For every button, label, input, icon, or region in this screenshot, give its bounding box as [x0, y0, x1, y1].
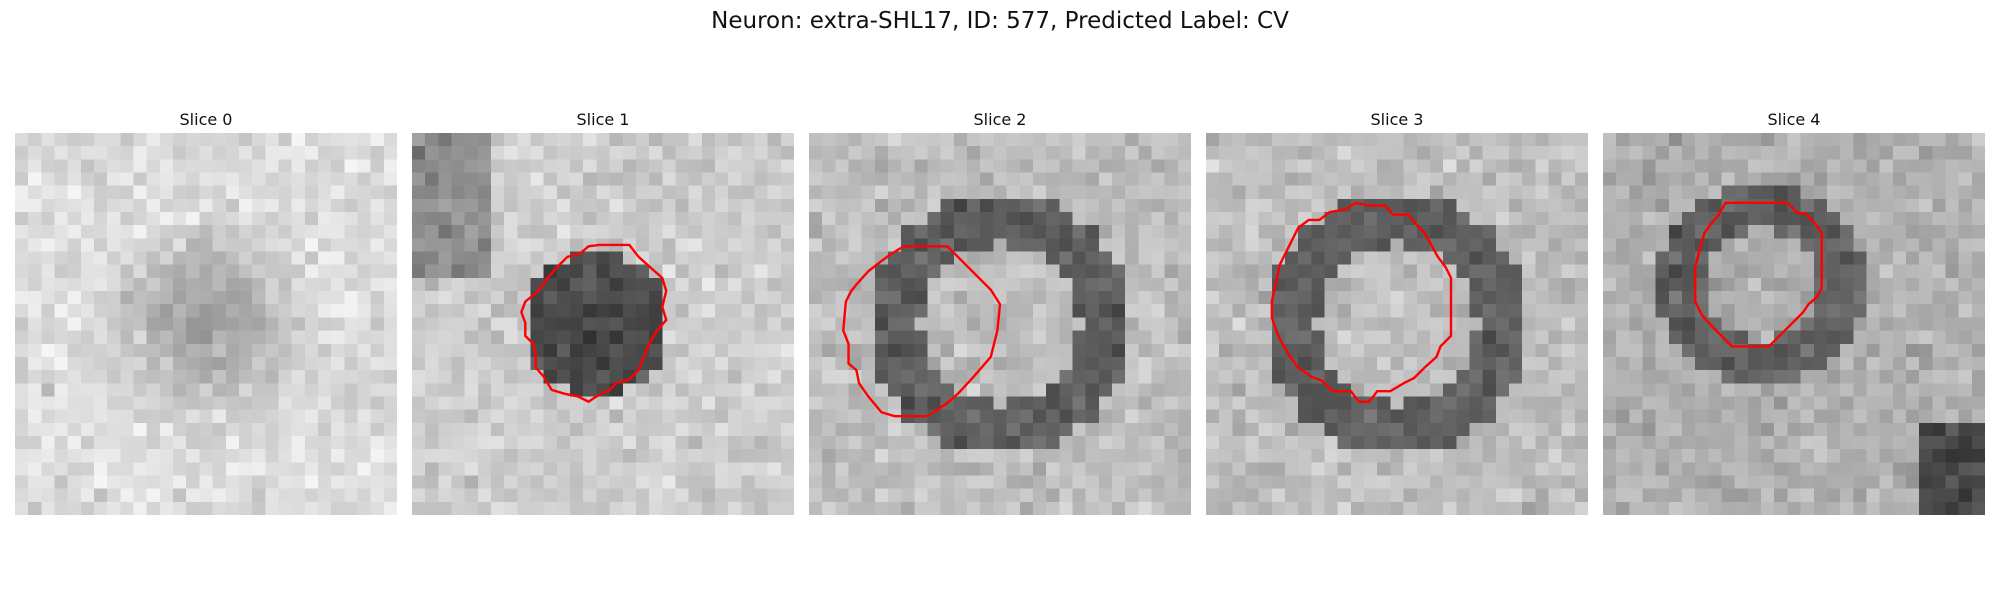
- contour-overlay: [15, 133, 397, 515]
- slice-image: [1206, 133, 1588, 515]
- contour-overlay: [1603, 133, 1985, 515]
- panel-slice-2: Slice 2: [809, 109, 1191, 515]
- panel-title: Slice 1: [576, 110, 630, 129]
- slice-pixels: [1603, 133, 1985, 515]
- contour-overlay: [809, 133, 1191, 515]
- panel-slice-1: Slice 1: [412, 109, 794, 515]
- slice-image: [1603, 133, 1985, 515]
- figure-title: Neuron: extra-SHL17, ID: 577, Predicted …: [711, 8, 1289, 34]
- slice-image: [809, 133, 1191, 515]
- contour-overlay: [412, 133, 794, 515]
- slice-pixels: [1206, 133, 1588, 515]
- red-contour: [843, 246, 1000, 416]
- slice-image: [15, 133, 397, 515]
- slice-pixels: [412, 133, 794, 515]
- panel-title: Slice 0: [179, 110, 233, 129]
- contour-overlay: [1206, 133, 1588, 515]
- slice-pixels: [15, 133, 397, 515]
- slice-pixels: [809, 133, 1191, 515]
- panel-title: Slice 4: [1767, 110, 1821, 129]
- panel-title: Slice 3: [1370, 110, 1424, 129]
- red-contour: [1695, 203, 1821, 347]
- panel-slice-3: Slice 3: [1206, 109, 1588, 515]
- panel-title: Slice 2: [973, 110, 1027, 129]
- panel-slice-0: Slice 0: [15, 109, 397, 515]
- slice-image: [412, 133, 794, 515]
- red-contour: [1272, 203, 1451, 402]
- red-contour: [521, 245, 666, 402]
- panel-slice-4: Slice 4: [1603, 109, 1985, 515]
